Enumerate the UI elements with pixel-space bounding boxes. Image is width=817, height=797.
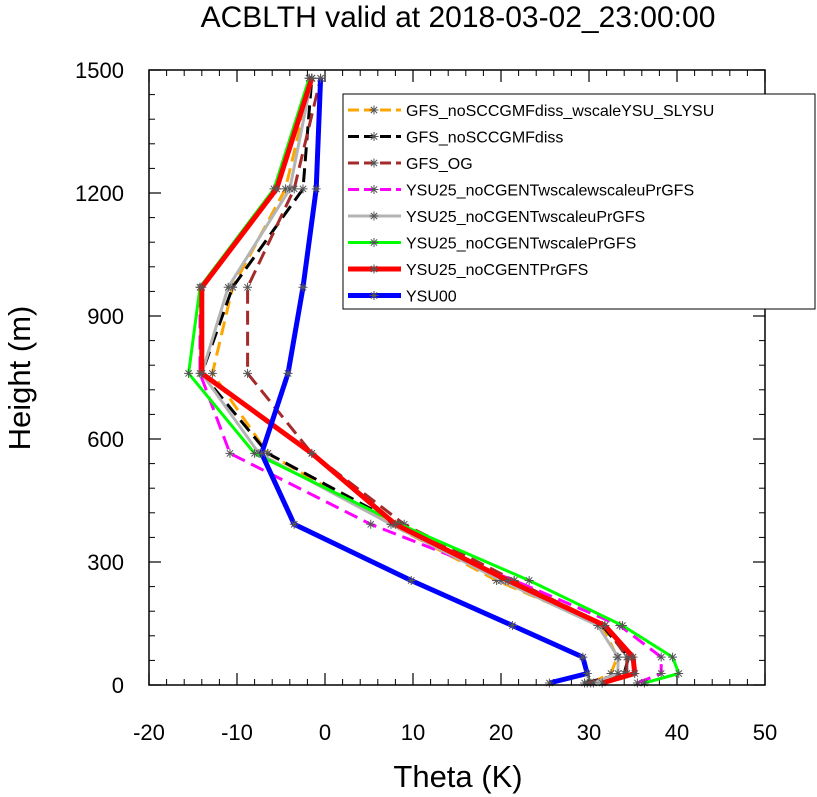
legend-item: YSU25_noCGENTwscaleuPrGFS (348, 209, 645, 226)
legend-marker (369, 105, 379, 115)
data-point-marker (307, 73, 317, 83)
legend-item: YSU25_noCGENTwscalePrGFS (348, 236, 636, 253)
data-point-marker (197, 282, 207, 292)
tick-labels: -20 -10 0 10 20 30 40 50 0 300 600 900 1200 1500 (75, 58, 777, 745)
data-point-marker (622, 652, 632, 662)
data-point-marker (507, 621, 517, 631)
data-point-marker (668, 652, 678, 662)
x-tick-label: 50 (753, 720, 777, 745)
data-point-marker (600, 621, 610, 631)
series-7 (197, 73, 640, 688)
x-axis-label: Theta (K) (393, 759, 522, 794)
data-point-marker (496, 575, 506, 585)
legend-label: YSU00 (406, 289, 457, 306)
legend-marker (369, 291, 379, 300)
x-tick-label: 0 (319, 720, 331, 745)
legend-marker (369, 211, 379, 221)
data-point-marker (632, 678, 642, 688)
legend-label: GFS_noSCCGMFdiss_wscaleYSU_SLYSU (406, 103, 714, 120)
plot-frame (148, 69, 766, 686)
data-point-marker (197, 368, 207, 378)
data-point-marker (243, 368, 253, 378)
legend-label: GFS_noSCCGMFdiss (406, 130, 563, 147)
legend-marker (369, 158, 379, 168)
legend-label: GFS_OG (406, 156, 473, 173)
data-point-marker (184, 368, 194, 378)
data-point-marker (639, 678, 649, 688)
y-tick-label: 0 (112, 673, 124, 698)
legend-box (342, 93, 816, 310)
data-point-marker (207, 368, 217, 378)
data-point-marker (263, 448, 273, 458)
data-point-marker (593, 621, 603, 631)
chart-title: ACBLTH valid at 2018-03-02_23:00:00 (201, 1, 716, 34)
data-point-marker (588, 678, 598, 688)
x-tick-label: 20 (489, 720, 513, 745)
y-tick-label: 600 (87, 427, 124, 452)
data-point-marker (544, 678, 554, 688)
data-point-marker (656, 652, 666, 662)
legend-marker (369, 264, 379, 274)
x-tick-label: 10 (401, 720, 425, 745)
data-point-marker (613, 669, 623, 679)
legend-item: YSU00 (348, 289, 457, 306)
data-point-marker (285, 184, 295, 194)
data-point-marker (406, 575, 416, 585)
data-point-marker (243, 282, 253, 292)
data-point-marker (283, 368, 293, 378)
data-point-marker (606, 669, 616, 679)
data-point-marker (617, 621, 627, 631)
data-point-marker (674, 669, 684, 679)
data-point-marker (524, 575, 534, 585)
data-point-marker (597, 678, 607, 688)
legend: GFS_noSCCGMFdiss_wscaleYSU_SLYSU GFS_noSC… (342, 93, 816, 310)
legend-label: YSU25_noCGENTwscalewscaleuPrGFS (406, 183, 694, 200)
data-point-marker (257, 448, 267, 458)
legend-marker (369, 185, 379, 194)
data-point-marker (613, 652, 623, 662)
data-point-marker (289, 519, 299, 529)
legend-item: YSU25_noCGENTwscalewscaleuPrGFS (348, 183, 694, 200)
data-point-marker (298, 282, 308, 292)
x-tick-label: 40 (665, 720, 689, 745)
data-point-marker (582, 669, 592, 679)
y-tick-label: 300 (87, 550, 124, 575)
data-point-marker (366, 519, 376, 529)
data-point-marker (298, 184, 308, 194)
legend-marker (369, 238, 379, 247)
legend-label: YSU25_noCGENTwscalePrGFS (406, 236, 636, 253)
data-point-marker (578, 652, 588, 662)
x-tick-label: -10 (221, 720, 253, 745)
data-point-marker (311, 184, 321, 194)
data-point-marker (272, 184, 282, 194)
data-point-marker (316, 73, 326, 83)
data-point-marker (509, 575, 519, 585)
data-point-marker (582, 678, 592, 688)
y-tick-label: 1500 (75, 58, 124, 83)
data-point-marker (390, 519, 400, 529)
data-point-marker (630, 669, 640, 679)
y-tick-label: 900 (87, 304, 124, 329)
data-point-marker (250, 448, 260, 458)
series-layer (184, 73, 684, 688)
data-point-marker (307, 448, 317, 458)
data-point-marker (503, 575, 513, 585)
data-point-marker (223, 282, 233, 292)
legend-item: GFS_noSCCGMFdiss (348, 130, 563, 147)
y-tick-label: 1200 (75, 181, 124, 206)
legend-item: GFS_noSCCGMFdiss_wscaleYSU_SLYSU (348, 103, 714, 120)
data-point-marker (656, 669, 666, 679)
legend-item: YSU25_noCGENTPrGFS (348, 262, 588, 279)
x-tick-label: -20 (133, 720, 165, 745)
series-8 (257, 73, 592, 688)
data-point-marker (628, 652, 638, 662)
legend-item: GFS_OG (348, 156, 473, 173)
legend-label: YSU25_noCGENTPrGFS (406, 262, 588, 279)
x-tick-label: 30 (577, 720, 601, 745)
legend-label: YSU25_noCGENTwscaleuPrGFS (406, 209, 645, 226)
data-point-marker (225, 448, 235, 458)
legend-marker (369, 132, 379, 141)
y-axis-label: Height (m) (2, 306, 37, 451)
